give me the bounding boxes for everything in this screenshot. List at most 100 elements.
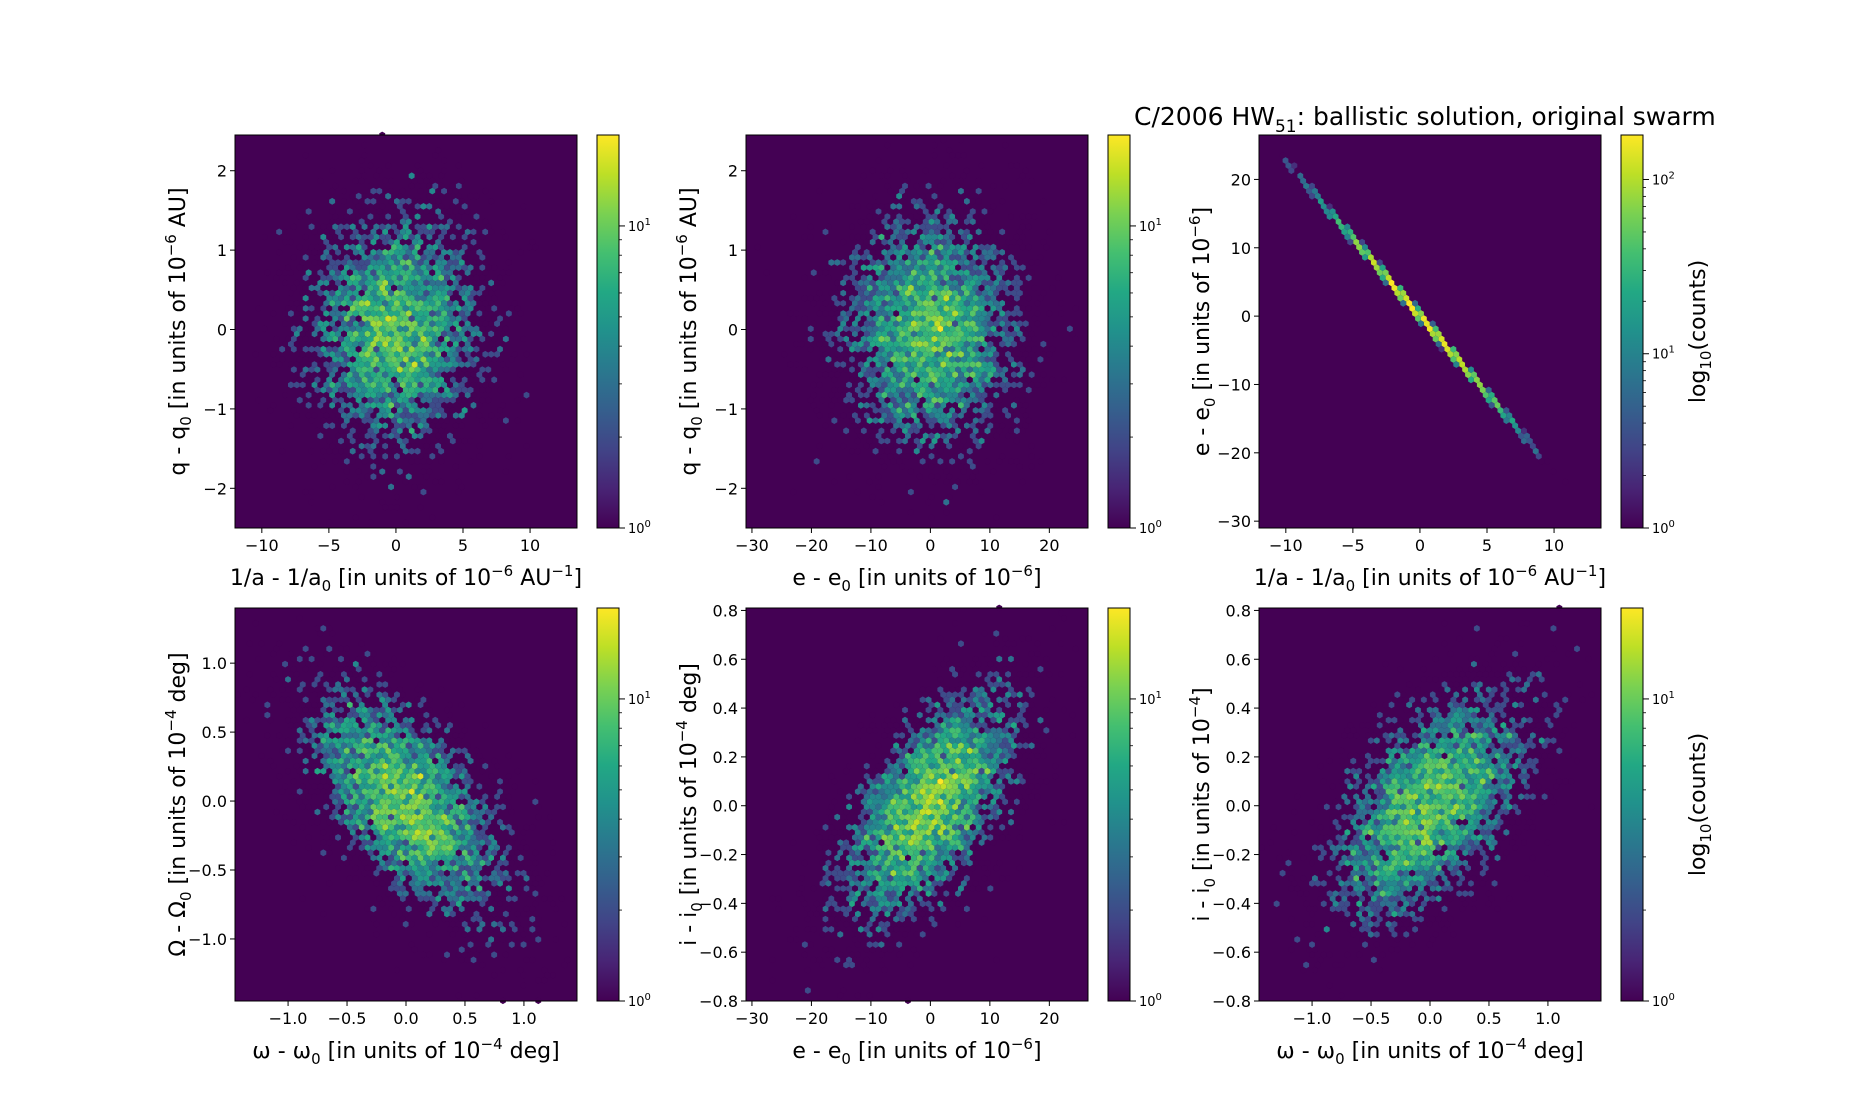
hexbin-cell [299,371,306,379]
hexbin-cell [470,361,477,368]
hexbin-cell [482,218,489,226]
hexbin-cell [414,315,421,322]
hexbin-cell [482,422,489,430]
hexbin-cell [449,366,456,373]
hexbin-cell [308,305,315,312]
hexbin-cell [479,233,486,241]
hexbin-cell [405,340,412,348]
hexbin-cell [429,187,436,195]
hexbin-cell [402,223,409,231]
hexbin-cell [382,391,389,399]
colorbar-tick-label: 101 [1652,345,1675,363]
hexbin-cell [444,396,450,404]
y-tick-label: −1 [714,400,738,419]
hexbin-cell [399,248,406,256]
hexbin-cell [432,386,439,394]
hexbin-cell [479,284,486,292]
hexbin-cell [308,325,315,333]
hexbin-cell [473,315,480,322]
hexbin-cells [252,131,539,526]
hexbin-cell [314,386,321,394]
x-tick-label: 5 [1482,536,1492,555]
hexbin-cell [332,223,339,231]
hexbin-cell [373,345,380,353]
hexbin-cell [391,427,397,435]
hexbin-cell [438,376,445,384]
hexbin-cell [370,391,377,399]
hexbin-cell [388,350,394,358]
hexbin-cell [311,289,318,297]
hexbin-cell [417,208,424,215]
hexbin-cell [414,417,421,424]
hexbin-cell [385,213,392,220]
hexbin-cell [414,243,421,251]
hexbin-cell [293,361,300,368]
hexbin-cell [332,274,339,282]
hexbin-cell [438,345,445,353]
hexbin-cell [358,259,365,266]
hexbin-cell [382,299,389,307]
hexbin-cell [382,401,389,409]
hexbin-cell [332,407,339,414]
hexbin-cell [426,325,433,333]
hexbin-cell [323,340,330,348]
hexbin-cell [488,381,495,389]
hexbin-cell [326,386,333,394]
hexbin-cell [364,361,371,368]
hexbin-cell [290,407,297,414]
hexbin-cell [343,427,350,435]
hexbin-cell [332,182,339,190]
hexbin-cell [423,330,430,338]
hexbin-cell [447,269,453,277]
hexbin-cell [394,361,400,368]
hexbin-cell [455,274,462,282]
hexbin-cell [414,376,421,384]
hexbin-cell [385,345,392,353]
hexbin-cell [432,254,439,261]
hexbin-cell [338,325,344,333]
hexbin-cell [441,310,447,317]
hexbin-cell [505,310,512,317]
hexbin-cell [396,417,403,424]
hexbin-cell [388,248,394,256]
hexbin-cell [355,243,362,251]
hexbin-cell [358,452,365,460]
hexbin-cell [279,447,286,455]
hexbin-cell [391,396,397,404]
hexbin-cell [396,366,403,373]
hexbin-cell [326,294,333,302]
hexbin-cell [455,366,462,373]
hexbin-cell [449,437,456,445]
hexbin-cell [358,248,365,256]
hexbin-cell [396,223,403,231]
hexbin-cell [420,407,427,414]
hexbin-cell [411,391,418,399]
hexbin-cell [361,335,368,343]
hexbin-cell [405,248,412,256]
hexbin-cell [361,417,368,424]
hexbin-cell [343,223,350,231]
hexbin-cell [358,371,365,379]
hexbin-cell [464,310,471,317]
hexbin-cell [361,192,368,200]
hexbin-cell [370,452,377,460]
hexbin-cell [449,325,456,333]
hexbin-cell [435,432,442,440]
hexbin-cell [370,371,377,379]
hexbin-cell [452,422,459,430]
hexbin-cell [420,366,427,373]
hexbin-cell [402,345,409,353]
hexbin-cell [464,228,471,236]
hexbin-cell [335,269,341,277]
hexbin-cell [444,305,450,312]
hexbin-cell [441,269,447,277]
hexbin-cell [296,345,303,353]
hexbin-cell [441,299,447,307]
hexbin-cell [346,340,353,348]
hexbin-cell [435,279,442,287]
colorbar-tick-label: 101 [628,690,651,708]
hexbin-cell [391,345,397,353]
hexbin-cell [449,223,456,231]
hexbin-cell [482,320,489,328]
